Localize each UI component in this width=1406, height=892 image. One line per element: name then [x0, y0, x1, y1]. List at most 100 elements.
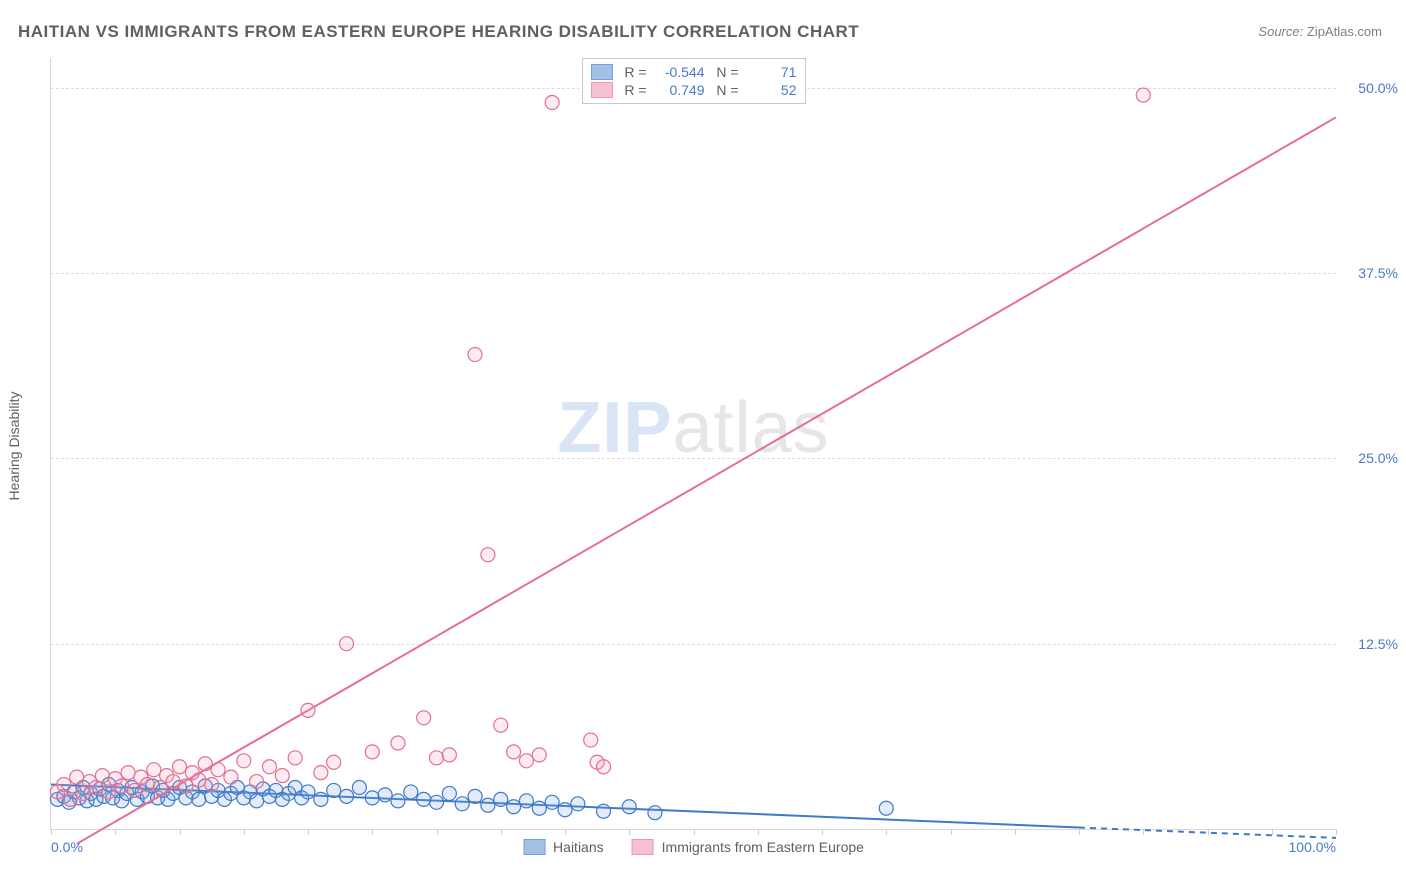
data-point [173, 760, 187, 774]
x-tick-mark [180, 829, 181, 835]
data-point [442, 748, 456, 762]
x-tick-mark [694, 829, 695, 835]
data-point [121, 766, 135, 780]
data-point [622, 800, 636, 814]
data-point [115, 779, 129, 793]
data-point [314, 766, 328, 780]
r-label: R = [619, 82, 647, 98]
legend-swatch-2 [632, 839, 654, 855]
x-tick-mark [501, 829, 502, 835]
x-tick-mark [565, 829, 566, 835]
data-point [166, 775, 180, 789]
data-point [95, 769, 109, 783]
data-point [519, 794, 533, 808]
stats-row-1: R = -0.544 N = 71 [589, 63, 799, 81]
n-label: N = [711, 64, 739, 80]
r-value-1: -0.544 [653, 64, 705, 80]
source-label: Source: [1258, 24, 1303, 39]
data-point [404, 785, 418, 799]
data-point [205, 778, 219, 792]
x-tick-mark [1208, 829, 1209, 835]
data-point [597, 760, 611, 774]
n-value-2: 52 [745, 82, 797, 98]
x-tick-mark [822, 829, 823, 835]
data-point [481, 798, 495, 812]
source-value: ZipAtlas.com [1307, 24, 1382, 39]
data-point [57, 778, 71, 792]
data-point [140, 778, 154, 792]
data-point [250, 775, 264, 789]
data-point [70, 770, 84, 784]
x-tick-mark [758, 829, 759, 835]
data-point [275, 769, 289, 783]
data-point [507, 745, 521, 759]
r-value-2: 0.749 [653, 82, 705, 98]
data-point [301, 703, 315, 717]
data-point [237, 754, 251, 768]
data-point [455, 797, 469, 811]
legend-label-2: Immigrants from Eastern Europe [662, 839, 864, 855]
data-point [102, 785, 116, 799]
data-point [327, 755, 341, 769]
x-tick-mark [1143, 829, 1144, 835]
x-tick-mark [244, 829, 245, 835]
data-point [340, 637, 354, 651]
legend-label-1: Haitians [553, 839, 604, 855]
data-point [879, 801, 893, 815]
data-point [1136, 88, 1150, 102]
x-tick-mark [308, 829, 309, 835]
x-tick-mark [1015, 829, 1016, 835]
data-point [494, 792, 508, 806]
n-label: N = [711, 82, 739, 98]
data-point [571, 797, 585, 811]
x-tick-mark [886, 829, 887, 835]
data-point [545, 795, 559, 809]
x-tick-mark [51, 829, 52, 835]
data-point [468, 789, 482, 803]
series-legend: Haitians Immigrants from Eastern Europe [523, 839, 864, 855]
x-tick-label: 0.0% [51, 839, 83, 855]
data-point [301, 785, 315, 799]
r-label: R = [619, 64, 647, 80]
data-point [648, 806, 662, 820]
data-point [494, 718, 508, 732]
data-point [314, 792, 328, 806]
data-point [391, 794, 405, 808]
data-point [365, 791, 379, 805]
data-point [507, 800, 521, 814]
data-point [128, 783, 142, 797]
data-point [192, 773, 206, 787]
data-point [442, 786, 456, 800]
data-point [340, 789, 354, 803]
x-tick-mark [437, 829, 438, 835]
data-point [63, 792, 77, 806]
data-point [417, 711, 431, 725]
data-point [327, 783, 341, 797]
data-point [211, 763, 225, 777]
n-value-1: 71 [745, 64, 797, 80]
legend-swatch-1 [523, 839, 545, 855]
plot-area: ZIPatlas 12.5%25.0%37.5%50.0% 0.0%100.0%… [50, 58, 1336, 830]
source-attribution: Source: ZipAtlas.com [1258, 24, 1382, 39]
data-point [352, 780, 366, 794]
data-point [532, 748, 546, 762]
swatch-series-1 [591, 64, 613, 80]
y-tick-label: 25.0% [1343, 450, 1398, 466]
x-tick-mark [115, 829, 116, 835]
chart-title: HAITIAN VS IMMIGRANTS FROM EASTERN EUROP… [18, 22, 859, 42]
stats-row-2: R = 0.749 N = 52 [589, 81, 799, 99]
data-point [198, 757, 212, 771]
x-tick-mark [1336, 829, 1337, 835]
data-point [468, 348, 482, 362]
y-axis-label: Hearing Disability [6, 392, 22, 501]
x-tick-mark [372, 829, 373, 835]
x-tick-label: 100.0% [1289, 839, 1336, 855]
data-point [430, 795, 444, 809]
y-tick-label: 37.5% [1343, 265, 1398, 281]
data-point [558, 803, 572, 817]
data-point [147, 763, 161, 777]
data-point [391, 736, 405, 750]
data-point [262, 760, 276, 774]
data-point [288, 751, 302, 765]
regression-line [77, 117, 1336, 844]
